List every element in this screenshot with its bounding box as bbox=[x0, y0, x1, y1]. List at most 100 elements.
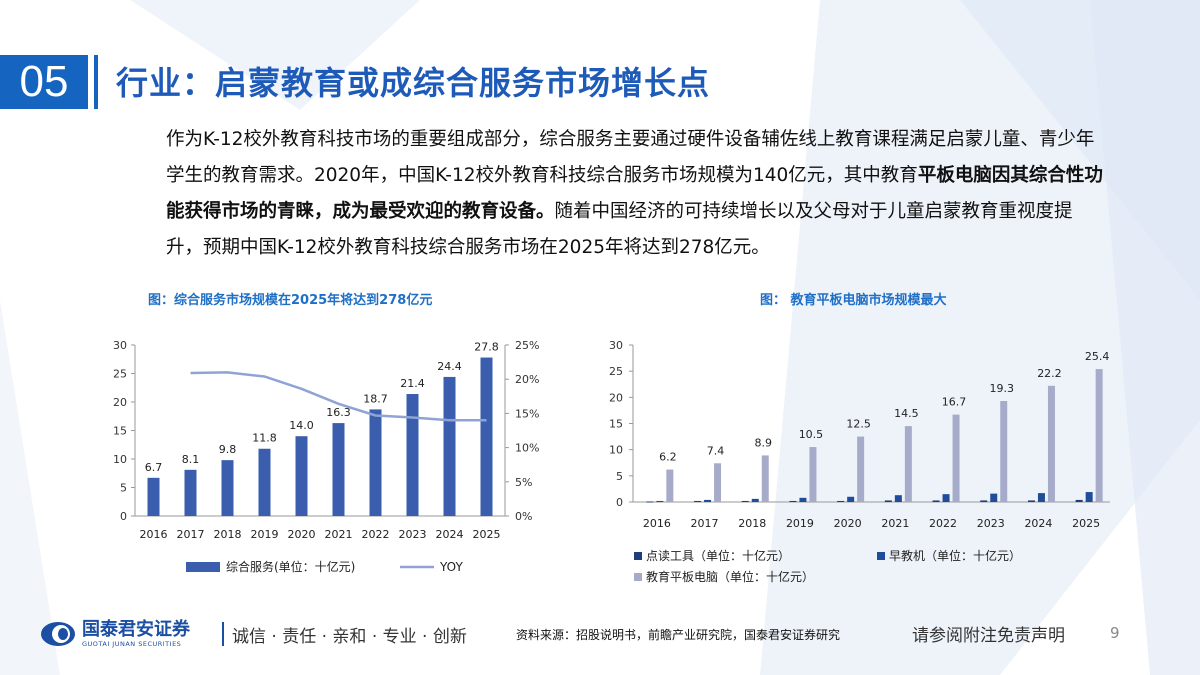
bar-2022 bbox=[369, 409, 382, 516]
x-tick-label: 2019 bbox=[786, 517, 814, 530]
y-tick-label: 0 bbox=[616, 496, 623, 509]
body-text-part2: 随着中国经济的可持续增长以及父母对于儿童启蒙教育重视度提升，预期中国K-12校外… bbox=[166, 201, 1073, 258]
y-tick-label: 15 bbox=[113, 425, 127, 438]
bar-s1-2017 bbox=[704, 499, 712, 502]
bar-value-label-2023: 21.4 bbox=[400, 377, 425, 390]
bar-s2-2023 bbox=[1000, 400, 1008, 502]
bar-s0-2019 bbox=[789, 500, 797, 502]
bar-2021 bbox=[332, 423, 345, 516]
y-tick-label: 10 bbox=[113, 453, 127, 466]
company-logo: 国泰君安证券 GUOTAI JUNAN SECURITIES bbox=[40, 620, 190, 648]
x-tick-label: 2020 bbox=[288, 528, 316, 541]
y-tick-label: 10 bbox=[609, 444, 623, 457]
bar-value-label-2017: 8.1 bbox=[182, 453, 200, 466]
page-title: 行业：启蒙教育或成综合服务市场增长点 bbox=[116, 64, 711, 102]
body-paragraph: 作为K-12校外教育科技市场的重要组成部分，综合服务主要通过硬件设备辅佐线上教育… bbox=[166, 122, 1106, 266]
y2-tick-label: 10% bbox=[515, 442, 539, 455]
bar-s1-2024 bbox=[1037, 493, 1045, 502]
y2-tick-label: 0% bbox=[515, 510, 532, 523]
bar-value-label-2019: 11.8 bbox=[252, 432, 277, 445]
bar-s0-2022 bbox=[932, 500, 940, 502]
bar-s1-2023 bbox=[990, 493, 998, 502]
legend-label-0: 点读工具（单位：十亿元） bbox=[646, 548, 790, 563]
y-tick-label: 15 bbox=[609, 418, 623, 431]
bar-s2-2016 bbox=[666, 469, 674, 502]
y2-tick-label: 15% bbox=[515, 407, 539, 420]
x-tick-label: 2025 bbox=[473, 528, 501, 541]
x-tick-label: 2023 bbox=[399, 528, 427, 541]
x-tick-label: 2019 bbox=[251, 528, 279, 541]
bar-s2-2022 bbox=[952, 414, 960, 502]
x-tick-label: 2024 bbox=[436, 528, 464, 541]
bar-value-label-2022: 16.7 bbox=[942, 396, 967, 409]
bar-value-label-2018: 9.8 bbox=[219, 443, 237, 456]
legend-label-line: YOY bbox=[439, 560, 463, 574]
bar-s1-2022 bbox=[942, 494, 950, 502]
logo-english-name: GUOTAI JUNAN SECURITIES bbox=[82, 640, 182, 648]
x-tick-label: 2017 bbox=[177, 528, 205, 541]
page-number: 9 bbox=[1110, 624, 1120, 642]
x-tick-label: 2018 bbox=[738, 517, 766, 530]
bar-2019 bbox=[258, 448, 271, 516]
legend-label-bar: 综合服务(单位：十亿元) bbox=[226, 559, 355, 574]
x-tick-label: 2020 bbox=[834, 517, 862, 530]
chart1-combo-bar-line: 0510152025300%5%10%15%20%25%6.720168.120… bbox=[113, 339, 539, 574]
bar-s0-2023 bbox=[980, 500, 988, 502]
bar-value-label-2019: 10.5 bbox=[799, 428, 824, 441]
bar-s0-2018 bbox=[741, 500, 749, 502]
bar-s2-2019 bbox=[809, 447, 817, 502]
bar-value-label-2021: 16.3 bbox=[326, 406, 351, 419]
y-tick-label: 25 bbox=[609, 365, 623, 378]
bar-value-label-2024: 22.2 bbox=[1037, 367, 1062, 380]
bar-s1-2016 bbox=[656, 500, 664, 502]
x-tick-label: 2021 bbox=[325, 528, 353, 541]
bar-s2-2020 bbox=[857, 436, 865, 502]
x-tick-label: 2022 bbox=[929, 517, 957, 530]
bar-s1-2021 bbox=[894, 495, 902, 502]
y-tick-label: 5 bbox=[616, 470, 623, 483]
bar-2024 bbox=[443, 376, 456, 516]
x-tick-label: 2024 bbox=[1024, 517, 1052, 530]
chart2-title: 图： 教育平板电脑市场规模最大 bbox=[760, 293, 947, 308]
bar-value-label-2022: 18.7 bbox=[363, 392, 388, 405]
x-tick-label: 2021 bbox=[881, 517, 909, 530]
y-tick-label: 0 bbox=[120, 510, 127, 523]
bar-value-label-2024: 24.4 bbox=[437, 360, 462, 373]
x-tick-label: 2025 bbox=[1072, 517, 1100, 530]
logo-icon bbox=[41, 622, 75, 646]
bar-s1-2020 bbox=[847, 496, 855, 502]
bar-2017 bbox=[184, 469, 197, 516]
y2-tick-label: 25% bbox=[515, 339, 539, 352]
bar-value-label-2025: 25.4 bbox=[1085, 350, 1110, 363]
x-tick-label: 2016 bbox=[140, 528, 168, 541]
bar-value-label-2016: 6.2 bbox=[659, 451, 677, 464]
y-tick-label: 20 bbox=[609, 391, 623, 404]
bar-s1-2025 bbox=[1085, 492, 1093, 502]
legend-swatch-bar bbox=[186, 562, 220, 572]
legend-swatch-1 bbox=[877, 552, 885, 560]
y-tick-label: 30 bbox=[113, 339, 127, 352]
bar-s2-2018 bbox=[761, 455, 769, 502]
bar-value-label-2020: 12.5 bbox=[846, 418, 871, 431]
section-number-badge: 05 bbox=[0, 55, 88, 109]
chart2-grouped-bar: 0510152025306.220167.420178.9201810.5201… bbox=[609, 339, 1110, 584]
x-tick-label: 2017 bbox=[691, 517, 719, 530]
bar-value-label-2018: 8.9 bbox=[755, 436, 773, 449]
x-tick-label: 2022 bbox=[362, 528, 390, 541]
footer-divider bbox=[222, 622, 224, 646]
bar-s0-2020 bbox=[837, 500, 845, 502]
bar-s0-2025 bbox=[1075, 499, 1083, 502]
bar-s0-2021 bbox=[884, 500, 892, 502]
disclaimer-link[interactable]: 请参阅附注免责声明 bbox=[912, 626, 1065, 646]
y-tick-label: 20 bbox=[113, 396, 127, 409]
bar-value-label-2021: 14.5 bbox=[894, 407, 919, 420]
bar-value-label-2016: 6.7 bbox=[145, 461, 163, 474]
bar-2023 bbox=[406, 394, 419, 516]
bar-s0-2017 bbox=[694, 500, 702, 502]
bar-value-label-2017: 7.4 bbox=[707, 444, 725, 457]
legend-swatch-0 bbox=[634, 552, 642, 560]
bar-s2-2017 bbox=[714, 463, 722, 502]
y-tick-label: 5 bbox=[120, 482, 127, 495]
legend-label-2: 教育平板电脑（单位：十亿元） bbox=[646, 569, 814, 584]
bar-s2-2024 bbox=[1047, 385, 1055, 502]
